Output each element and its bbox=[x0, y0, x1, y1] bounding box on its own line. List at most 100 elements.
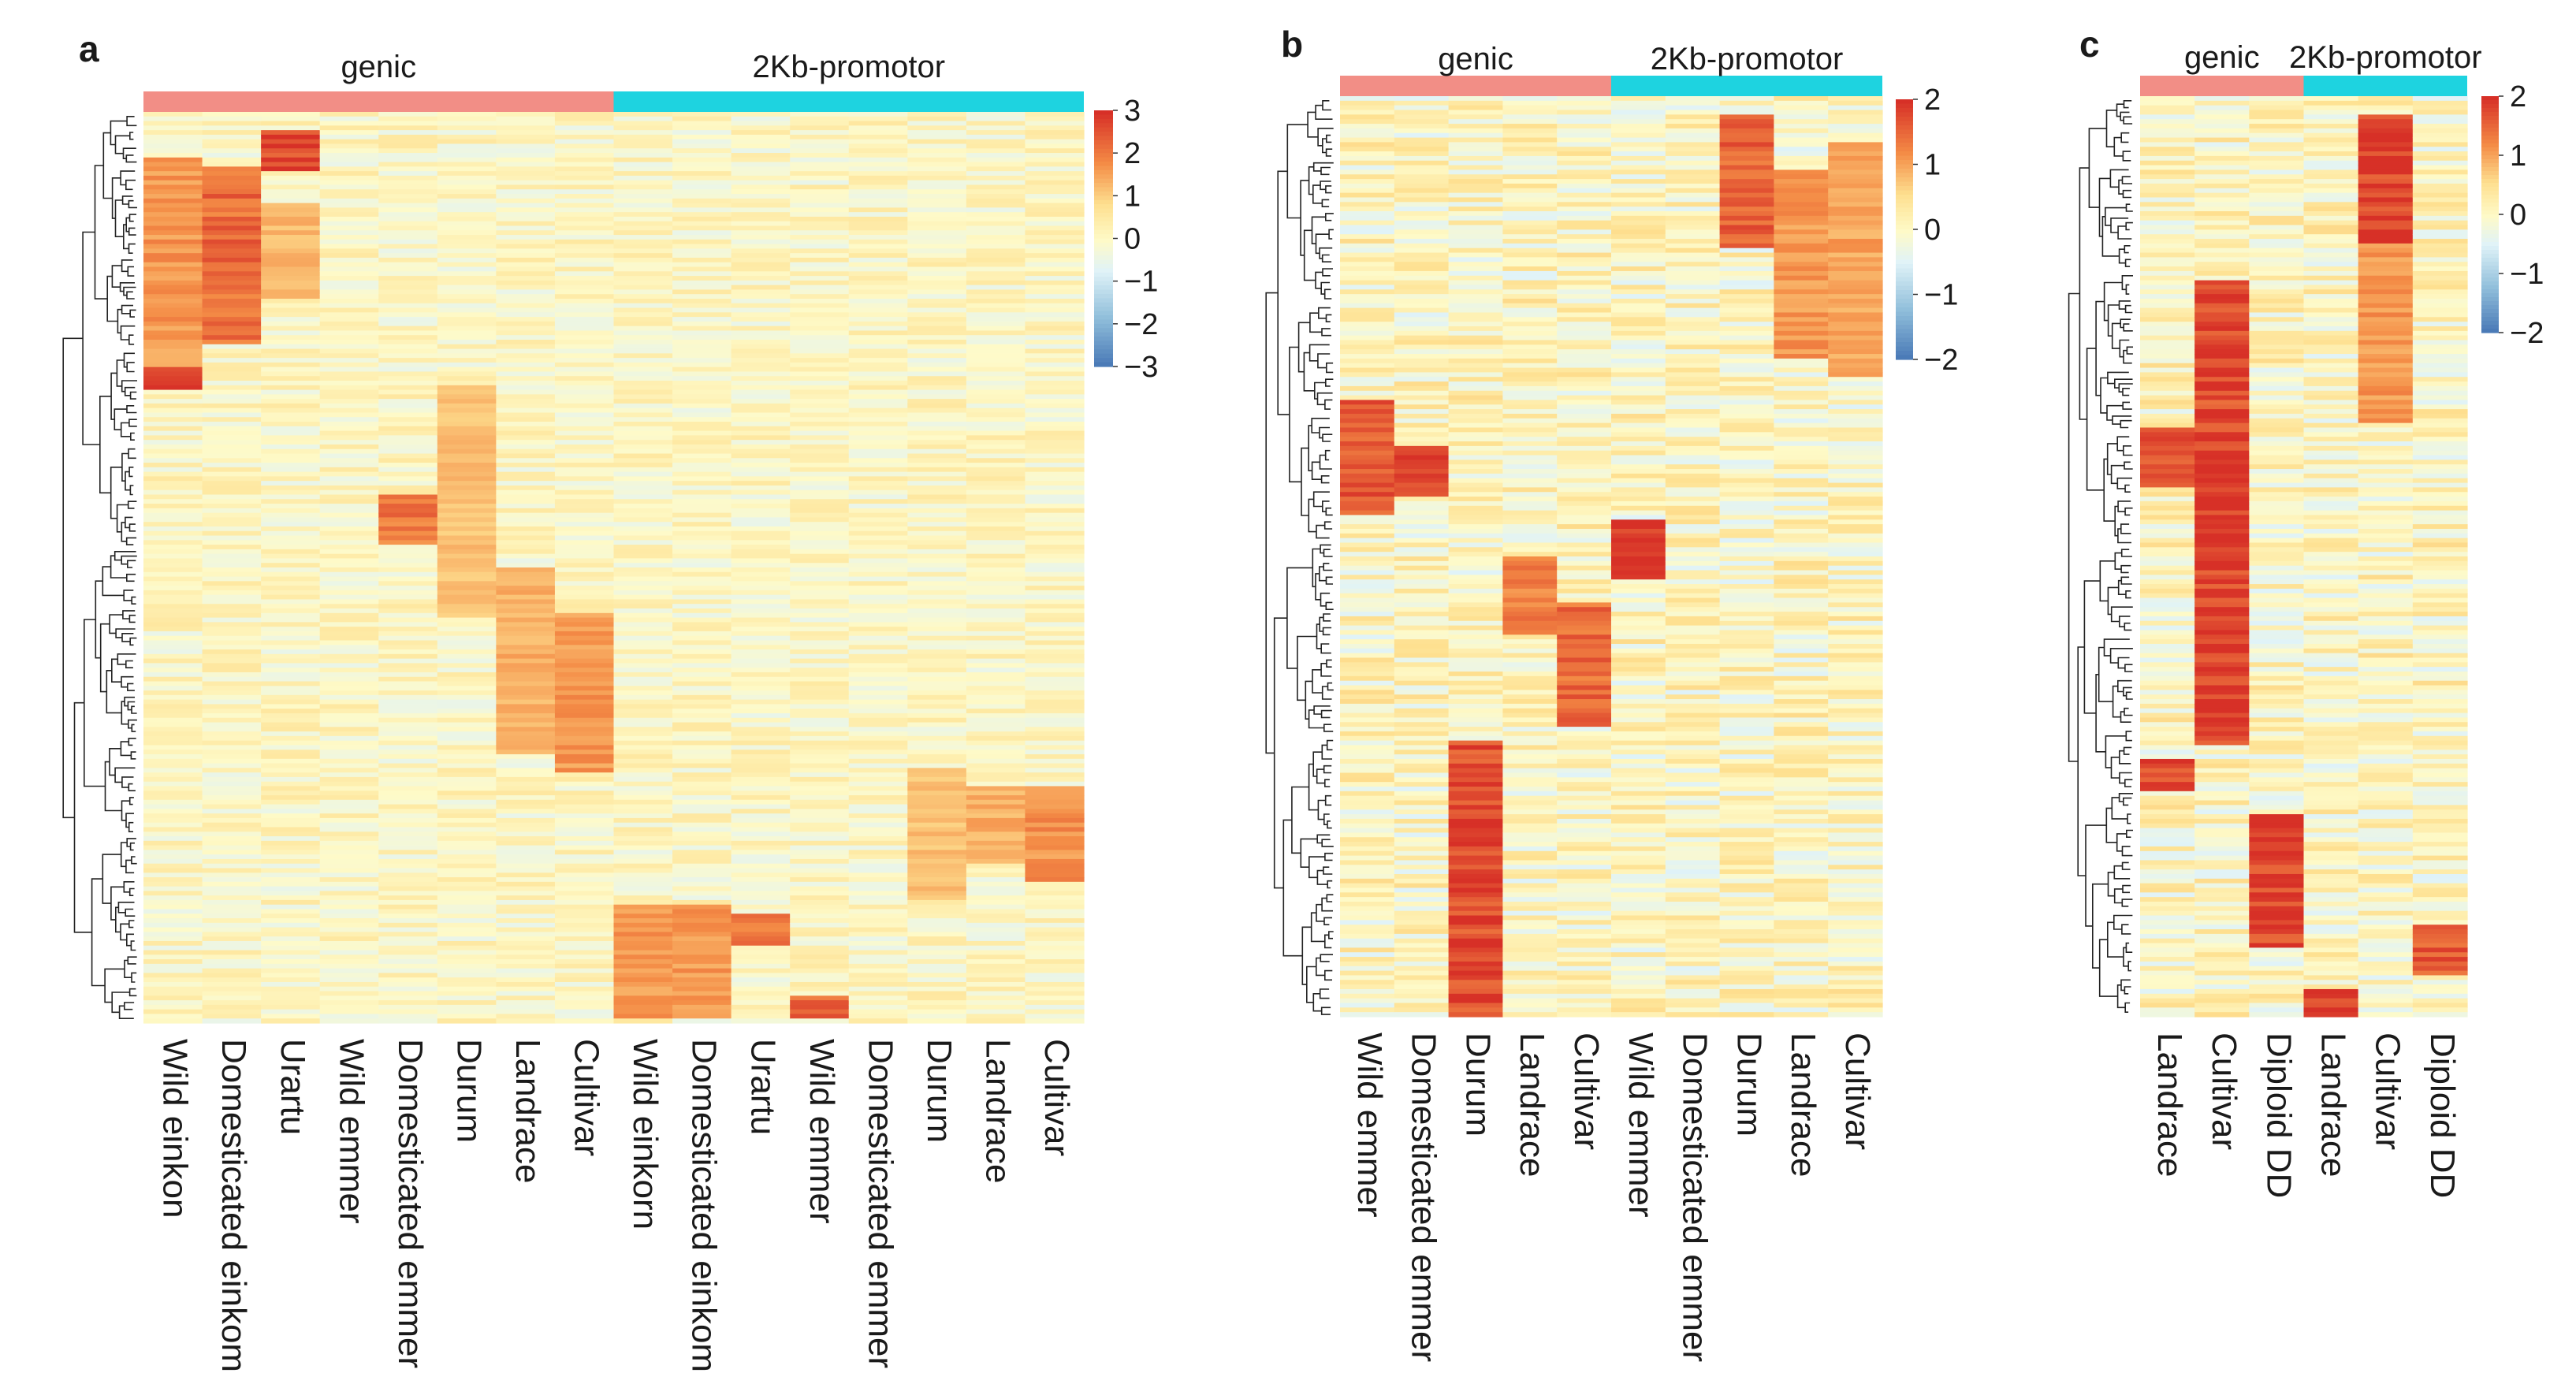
heatmap-cell bbox=[1502, 837, 1558, 843]
heatmap-cell bbox=[143, 162, 203, 167]
heatmap-cell bbox=[672, 221, 732, 227]
heatmap-cell bbox=[1502, 938, 1558, 944]
heatmap-cell bbox=[496, 781, 556, 787]
heatmap-cell bbox=[907, 858, 967, 865]
heatmap-cell bbox=[437, 668, 497, 673]
heatmap-cell bbox=[672, 822, 732, 828]
heatmap-cell bbox=[731, 321, 791, 327]
heatmap-cell bbox=[1025, 358, 1085, 363]
heatmap-cell bbox=[1025, 891, 1085, 896]
heatmap-cell bbox=[202, 453, 262, 459]
heatmap-cell bbox=[437, 157, 497, 163]
heatmap-cell bbox=[261, 672, 321, 678]
heatmap-cell bbox=[1394, 252, 1450, 258]
heatmap-cell bbox=[1448, 395, 1503, 401]
heatmap-cell bbox=[1611, 966, 1666, 972]
heatmap-cell bbox=[1448, 427, 1503, 433]
heatmap-cell bbox=[378, 854, 438, 860]
heatmap-cell bbox=[672, 189, 732, 195]
heatmap-cell bbox=[1611, 247, 1666, 254]
heatmap-cell bbox=[554, 850, 615, 855]
heatmap-cell bbox=[731, 453, 791, 459]
heatmap-cell bbox=[202, 768, 262, 773]
heatmap-cell bbox=[966, 776, 1026, 783]
heatmap-cell bbox=[848, 371, 908, 377]
heatmap-cell bbox=[1557, 510, 1612, 516]
heatmap-cell bbox=[672, 986, 732, 992]
heatmap-cell bbox=[1394, 1012, 1450, 1018]
heatmap-cell bbox=[143, 412, 203, 418]
heatmap-cell bbox=[319, 776, 379, 783]
heatmap-cell bbox=[1502, 925, 1558, 930]
heatmap-cell bbox=[437, 827, 497, 832]
heatmap-cell bbox=[966, 285, 1026, 291]
heatmap-cell bbox=[1394, 842, 1450, 847]
heatmap-cell bbox=[848, 750, 908, 755]
heatmap-cell bbox=[378, 881, 438, 887]
heatmap-cell bbox=[848, 1000, 908, 1006]
heatmap-cell bbox=[319, 991, 379, 996]
heatmap-cell bbox=[731, 576, 791, 582]
heatmap-cell bbox=[143, 668, 203, 673]
heatmap-cell bbox=[1025, 558, 1085, 564]
heatmap-cell bbox=[1502, 533, 1558, 539]
heatmap-cell bbox=[848, 330, 908, 336]
heatmap-cell bbox=[966, 658, 1026, 664]
heatmap-cell bbox=[790, 307, 850, 313]
heatmap-cell bbox=[731, 485, 791, 491]
heatmap-cell bbox=[202, 973, 262, 978]
heatmap-cell bbox=[202, 340, 262, 345]
heatmap-cell bbox=[554, 116, 615, 122]
heatmap-cell bbox=[437, 489, 497, 496]
heatmap-cell bbox=[1025, 936, 1085, 942]
heatmap-cell bbox=[378, 435, 438, 441]
heatmap-cell bbox=[790, 121, 850, 126]
heatmap-cell bbox=[966, 276, 1026, 281]
heatmap-cell bbox=[790, 317, 850, 322]
heatmap-cell bbox=[790, 171, 850, 177]
heatmap-cell bbox=[672, 809, 732, 814]
heatmap-cell bbox=[966, 440, 1026, 445]
heatmap-cell bbox=[1665, 1007, 1721, 1013]
heatmap-cell bbox=[613, 471, 673, 477]
heatmap-cell bbox=[319, 927, 379, 932]
heatmap-cell bbox=[613, 207, 673, 213]
heatmap-cell bbox=[437, 891, 497, 896]
heatmap-cell bbox=[1665, 892, 1721, 898]
heatmap-cell bbox=[1611, 722, 1666, 727]
heatmap-cell bbox=[1665, 464, 1721, 470]
heatmap-cell bbox=[1557, 1012, 1612, 1018]
heatmap-cell bbox=[613, 681, 673, 686]
heatmap-cell bbox=[143, 850, 203, 855]
heatmap-cell bbox=[1611, 335, 1666, 341]
legend-swatch bbox=[1094, 140, 1113, 145]
heatmap-cell bbox=[143, 963, 203, 969]
column-label: Domesticated emmer bbox=[861, 1039, 899, 1368]
heatmap-cell bbox=[613, 157, 673, 163]
heatmap-cell bbox=[848, 745, 908, 750]
heatmap-cell bbox=[848, 157, 908, 163]
heatmap-cell bbox=[1025, 1009, 1085, 1015]
heatmap-cell bbox=[437, 722, 497, 727]
heatmap-cell bbox=[1557, 846, 1612, 852]
heatmap-cell bbox=[261, 576, 321, 582]
heatmap-cell bbox=[1719, 363, 1774, 369]
heatmap-cell bbox=[437, 517, 497, 523]
heatmap-cell bbox=[1448, 575, 1503, 580]
heatmap-cell bbox=[1611, 717, 1666, 723]
heatmap-cell bbox=[966, 335, 1026, 340]
heatmap-cell bbox=[1611, 427, 1666, 433]
heatmap-cell bbox=[1719, 478, 1774, 484]
heatmap-cell bbox=[1557, 837, 1612, 843]
heatmap-cell bbox=[848, 358, 908, 363]
heatmap-cell bbox=[907, 635, 967, 642]
legend-swatch bbox=[1094, 217, 1113, 222]
heatmap-cell bbox=[790, 294, 850, 300]
heatmap-cell bbox=[1394, 980, 1450, 985]
heatmap-cell bbox=[790, 157, 850, 163]
heatmap-cell bbox=[731, 285, 791, 291]
heatmap-cell bbox=[143, 180, 203, 186]
heatmap-cell bbox=[496, 535, 556, 541]
heatmap-cell bbox=[731, 822, 791, 828]
heatmap-cell bbox=[554, 886, 615, 891]
